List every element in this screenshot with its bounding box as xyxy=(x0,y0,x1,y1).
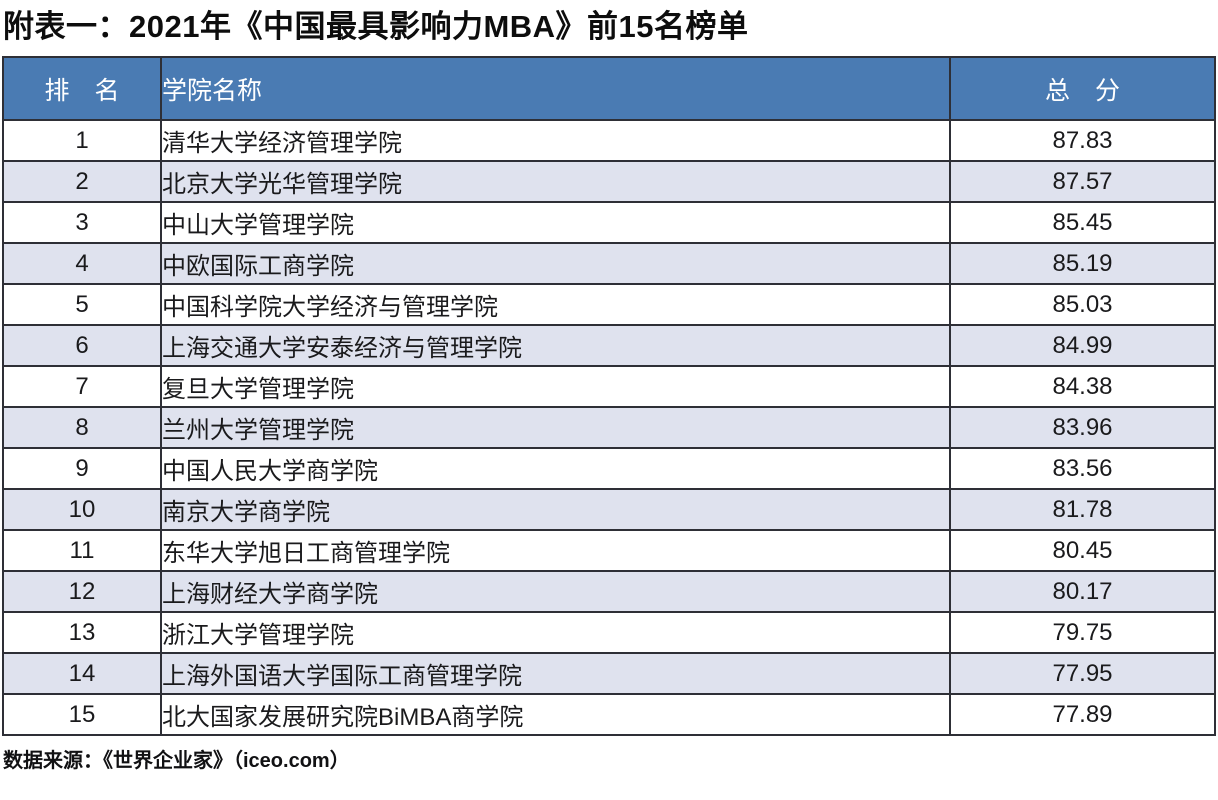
table-row: 14 上海外国语大学国际工商管理学院 77.95 xyxy=(2,652,1216,695)
school-name-cell: 浙江大学管理学院 xyxy=(160,611,951,654)
score-cell: 84.99 xyxy=(949,324,1216,367)
score-cell: 77.89 xyxy=(949,693,1216,736)
column-header-rank: 排 名 xyxy=(2,56,162,121)
table-row: 6 上海交通大学安泰经济与管理学院 84.99 xyxy=(2,324,1216,367)
school-name-cell: 上海财经大学商学院 xyxy=(160,570,951,613)
table-header: 排 名 学院名称 总 分 xyxy=(2,56,1216,121)
column-header-score: 总 分 xyxy=(949,56,1216,121)
column-header-name: 学院名称 xyxy=(160,56,951,121)
table-body: 1 清华大学经济管理学院 87.83 2 北京大学光华管理学院 87.57 3 … xyxy=(2,119,1216,736)
ranking-table: 排 名 学院名称 总 分 1 清华大学经济管理学院 87.83 2 北京大学光华… xyxy=(2,56,1216,736)
school-name-cell: 上海外国语大学国际工商管理学院 xyxy=(160,652,951,695)
school-name-cell: 中山大学管理学院 xyxy=(160,201,951,244)
page-title: 附表一：2021年《中国最具影响力MBA》前15名榜单 xyxy=(3,9,749,44)
school-name-cell: 复旦大学管理学院 xyxy=(160,365,951,408)
score-cell: 81.78 xyxy=(949,488,1216,531)
rank-cell: 3 xyxy=(2,201,162,244)
score-cell: 79.75 xyxy=(949,611,1216,654)
score-cell: 85.45 xyxy=(949,201,1216,244)
score-cell: 83.96 xyxy=(949,406,1216,449)
table-row: 15 北大国家发展研究院BiMBA商学院 77.89 xyxy=(2,693,1216,736)
school-name-cell: 清华大学经济管理学院 xyxy=(160,119,951,162)
score-cell: 85.03 xyxy=(949,283,1216,326)
score-cell: 87.57 xyxy=(949,160,1216,203)
table-row: 1 清华大学经济管理学院 87.83 xyxy=(2,119,1216,162)
rank-cell: 11 xyxy=(2,529,162,572)
table-row: 10 南京大学商学院 81.78 xyxy=(2,488,1216,531)
school-name-cell: 东华大学旭日工商管理学院 xyxy=(160,529,951,572)
rank-cell: 15 xyxy=(2,693,162,736)
rank-cell: 4 xyxy=(2,242,162,285)
table-header-row: 排 名 学院名称 总 分 xyxy=(2,56,1216,121)
score-cell: 87.83 xyxy=(949,119,1216,162)
rank-cell: 13 xyxy=(2,611,162,654)
school-name-cell: 北大国家发展研究院BiMBA商学院 xyxy=(160,693,951,736)
rank-cell: 10 xyxy=(2,488,162,531)
score-cell: 83.56 xyxy=(949,447,1216,490)
rank-cell: 5 xyxy=(2,283,162,326)
table-row: 7 复旦大学管理学院 84.38 xyxy=(2,365,1216,408)
table-row: 4 中欧国际工商学院 85.19 xyxy=(2,242,1216,285)
rank-cell: 6 xyxy=(2,324,162,367)
table-row: 11 东华大学旭日工商管理学院 80.45 xyxy=(2,529,1216,572)
score-cell: 77.95 xyxy=(949,652,1216,695)
school-name-cell: 中欧国际工商学院 xyxy=(160,242,951,285)
table-row: 8 兰州大学管理学院 83.96 xyxy=(2,406,1216,449)
data-source-note: 数据来源：《世界企业家》（iceo.com） xyxy=(3,750,350,772)
rank-cell: 7 xyxy=(2,365,162,408)
rank-cell: 2 xyxy=(2,160,162,203)
score-cell: 85.19 xyxy=(949,242,1216,285)
school-name-cell: 兰州大学管理学院 xyxy=(160,406,951,449)
table-row: 9 中国人民大学商学院 83.56 xyxy=(2,447,1216,490)
rank-cell: 8 xyxy=(2,406,162,449)
score-cell: 80.17 xyxy=(949,570,1216,613)
table-row: 5 中国科学院大学经济与管理学院 85.03 xyxy=(2,283,1216,326)
table-row: 13 浙江大学管理学院 79.75 xyxy=(2,611,1216,654)
rank-cell: 12 xyxy=(2,570,162,613)
school-name-cell: 上海交通大学安泰经济与管理学院 xyxy=(160,324,951,367)
school-name-cell: 南京大学商学院 xyxy=(160,488,951,531)
table-row: 12 上海财经大学商学院 80.17 xyxy=(2,570,1216,613)
score-cell: 80.45 xyxy=(949,529,1216,572)
score-cell: 84.38 xyxy=(949,365,1216,408)
rank-cell: 1 xyxy=(2,119,162,162)
table-row: 3 中山大学管理学院 85.45 xyxy=(2,201,1216,244)
school-name-cell: 中国科学院大学经济与管理学院 xyxy=(160,283,951,326)
school-name-cell: 中国人民大学商学院 xyxy=(160,447,951,490)
table-row: 2 北京大学光华管理学院 87.57 xyxy=(2,160,1216,203)
school-name-cell: 北京大学光华管理学院 xyxy=(160,160,951,203)
rank-cell: 9 xyxy=(2,447,162,490)
rank-cell: 14 xyxy=(2,652,162,695)
